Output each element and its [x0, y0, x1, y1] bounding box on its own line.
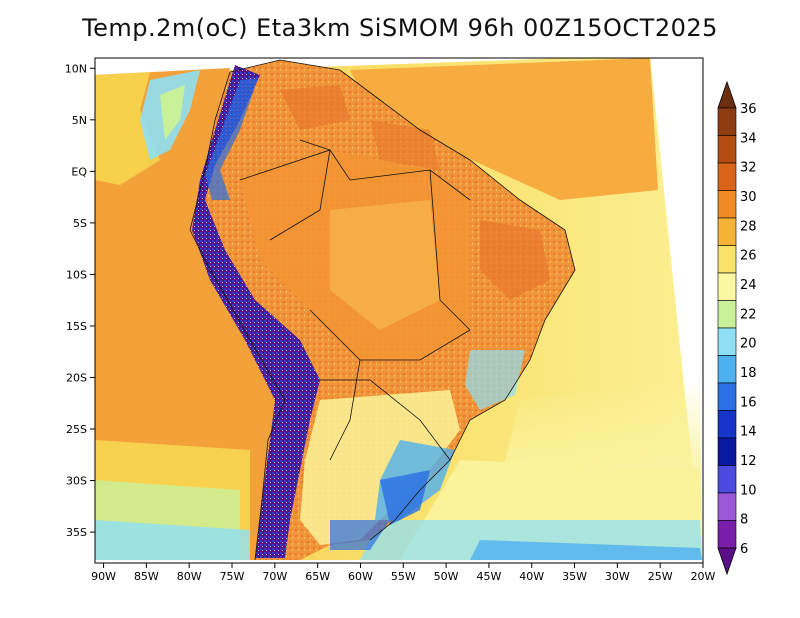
lon-tick-label: 65W — [305, 570, 330, 583]
lon-tick-label: 60W — [348, 570, 373, 583]
colorbar-label: 14 — [740, 425, 757, 440]
colorbar-label: 26 — [740, 249, 757, 264]
country-borders — [189, 59, 576, 561]
lat-tick-label: 5S — [73, 217, 87, 230]
axis-ticks: 10N 5N EQ 5S 10S 15S 20S 25S 30S 35S 90W 85W 80W 75W 7… — [65, 62, 716, 583]
colorbar-min-arrow — [717, 547, 737, 576]
colorbar-label: 20 — [740, 337, 757, 352]
colorbar-segment — [717, 107, 737, 136]
map-title: Temp.2m(oC) Eta3km SiSMOM 96h 00Z15OCT20… — [82, 14, 718, 42]
colorbar-label: 36 — [740, 102, 757, 117]
colorbar: 36 34 32 30 28 26 24 22 20 18 16 14 12 10 8 6 — [717, 80, 757, 576]
lon-tick-label: 20W — [691, 570, 716, 583]
lon-tick-label: 50W — [434, 570, 459, 583]
colorbar-segment — [717, 190, 737, 219]
lon-tick-label: 30W — [605, 570, 630, 583]
lon-tick-label: 45W — [476, 570, 501, 583]
colorbar-label: 16 — [740, 395, 757, 410]
lon-tick-label: 55W — [391, 570, 416, 583]
colorbar-segment — [717, 492, 737, 521]
lon-tick-label: 80W — [177, 570, 202, 583]
lat-tick-label: 25S — [66, 423, 87, 436]
colorbar-label: 32 — [740, 161, 757, 176]
lat-tick-label: 30S — [66, 475, 87, 488]
lon-tick-label: 35W — [562, 570, 587, 583]
colorbar-segment — [717, 272, 737, 301]
lat-tick-label: 35S — [66, 526, 87, 539]
colorbar-segment — [717, 300, 737, 329]
lat-tick-label: EQ — [71, 165, 87, 178]
colorbar-segment — [717, 135, 737, 164]
colorbar-label: 24 — [740, 278, 757, 293]
andes-cold-band — [192, 65, 320, 558]
lat-tick-label: 10S — [66, 268, 87, 281]
colorbar-segment — [717, 410, 737, 439]
colorbar-segment — [717, 465, 737, 494]
colorbar-max-arrow — [717, 80, 737, 109]
colorbar-label: 18 — [740, 366, 757, 381]
colorbar-label: 8 — [740, 513, 748, 528]
colorbar-segment — [717, 217, 737, 246]
lon-tick-label: 70W — [262, 570, 287, 583]
colorbar-label: 28 — [740, 219, 757, 234]
colorbar-label: 10 — [740, 483, 757, 498]
colorbar-label: 6 — [740, 542, 748, 557]
lat-tick-label: 5N — [72, 114, 87, 127]
colorbar-segment — [717, 437, 737, 466]
colorbar-label: 22 — [740, 307, 757, 322]
lon-tick-label: 75W — [220, 570, 245, 583]
colorbar-segment — [717, 520, 737, 549]
map-field — [95, 58, 702, 560]
map-frame — [94, 57, 704, 564]
colorbar-segment — [717, 245, 737, 274]
colorbar-label: 12 — [740, 454, 757, 469]
lon-tick-label: 25W — [648, 570, 673, 583]
lon-tick-label: 90W — [91, 570, 116, 583]
lat-tick-label: 10N — [65, 62, 87, 75]
colorbar-segment — [717, 327, 737, 356]
lon-tick-label: 40W — [519, 570, 544, 583]
colorbar-label: 34 — [740, 131, 757, 146]
lat-tick-label: 20S — [66, 371, 87, 384]
colorbar-label: 30 — [740, 190, 757, 205]
colorbar-segment — [717, 355, 737, 384]
lat-tick-label: 15S — [66, 320, 87, 333]
colorbar-segment — [717, 162, 737, 191]
colorbar-segment — [717, 382, 737, 411]
lon-tick-label: 85W — [134, 570, 159, 583]
